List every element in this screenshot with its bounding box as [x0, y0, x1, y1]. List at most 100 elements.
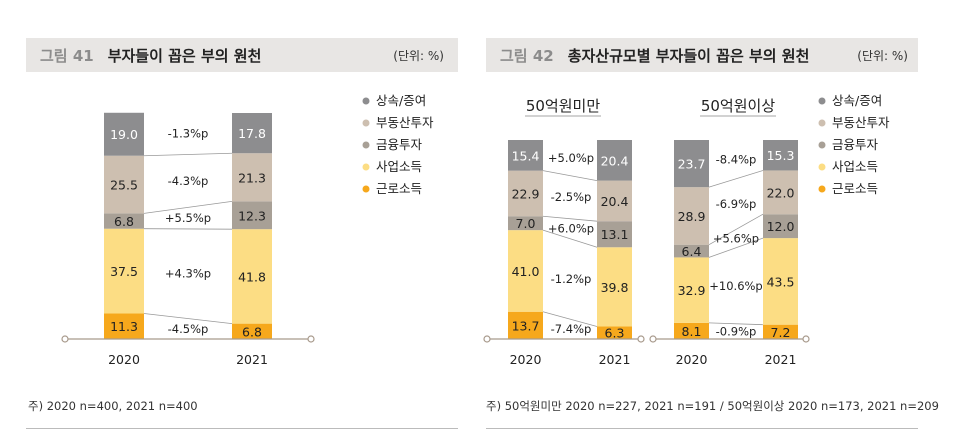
bar-segment [104, 155, 144, 214]
data-label: 20.4 [601, 194, 629, 209]
legend-marker [818, 119, 826, 127]
bar-segment [763, 140, 798, 171]
legend-entry: 부동산투자 [832, 115, 890, 130]
fig41-bottom-rule [26, 428, 458, 429]
change-label: -4.3%p [168, 174, 209, 188]
legend-entry: 금융투자 [376, 137, 423, 152]
bar-segment [232, 229, 272, 324]
fig42-title: 총자산규모별 부자들이 꼽은 부의 원천 [567, 46, 810, 65]
change-label: +5.5%p [165, 211, 211, 225]
connector-line [143, 152, 233, 157]
data-label: 17.8 [238, 126, 266, 141]
bar-segment [232, 153, 272, 202]
change-label: +5.6%p [713, 232, 759, 246]
data-label: 12.0 [767, 219, 795, 234]
change-label: +10.6%p [709, 279, 762, 293]
bar-segment [763, 324, 798, 339]
bar-segment [597, 180, 632, 222]
bar-segment [232, 201, 272, 230]
data-label: 15.4 [512, 148, 540, 163]
category-label: 2020 [676, 352, 708, 367]
bar-segment [104, 213, 144, 229]
legend-marker [818, 185, 826, 193]
change-label: -2.5%p [551, 190, 592, 204]
data-label: 6.8 [242, 324, 262, 339]
data-label: 19.0 [110, 127, 138, 142]
bar-segment [104, 112, 144, 156]
data-label: 25.5 [110, 178, 138, 193]
category-label: 2020 [510, 352, 542, 367]
legend-entry: 금융투자 [832, 137, 879, 152]
legend-marker [362, 185, 370, 193]
fig42-bottom-rule [486, 428, 918, 429]
change-label: +5.0%p [548, 151, 594, 165]
category-label: 2020 [108, 352, 140, 367]
bar-segment [508, 216, 543, 231]
fig42-header: 그림 42 총자산규모별 부자들이 꼽은 부의 원천 (단위: %) [486, 38, 918, 72]
legend-entry: 부동산투자 [376, 115, 434, 130]
bar-segment [763, 214, 798, 239]
change-label: -1.3%p [168, 127, 209, 141]
data-label: 6.8 [114, 214, 134, 229]
fig42-label: 그림 42 [500, 46, 554, 65]
connector-line [542, 215, 598, 222]
axis-end-circle [649, 335, 657, 343]
change-label: -8.4%p [716, 152, 757, 166]
fig41-title: 부자들이 꼽은 부의 원천 [107, 46, 262, 65]
category-label: 2021 [765, 352, 797, 367]
data-label: 41.0 [512, 264, 540, 279]
connector-line [708, 322, 764, 326]
bar-segment [763, 170, 798, 215]
bar-segment [674, 322, 709, 339]
bar-segment [508, 170, 543, 217]
fig41-label: 그림 41 [40, 46, 94, 65]
data-label: 7.0 [516, 216, 536, 231]
fig42-unit: (단위: %) [857, 48, 908, 63]
bar-segment [597, 247, 632, 327]
bar-segment [674, 244, 709, 258]
data-label: 21.3 [238, 170, 266, 185]
connector-line [542, 170, 598, 181]
axis-end-circle [637, 335, 645, 343]
axis-end-circle [483, 335, 491, 343]
data-label: 28.9 [678, 209, 706, 224]
bar-segment [597, 221, 632, 248]
change-label: -0.9%p [716, 324, 757, 338]
data-label: 15.3 [767, 148, 795, 163]
connector-line [708, 237, 764, 258]
change-label: -6.9%p [716, 197, 757, 211]
connector-line [542, 311, 598, 327]
bar-segment [508, 140, 543, 171]
group-title: 50억원이상 [701, 97, 775, 115]
fig41-header: 그림 41 부자들이 꼽은 부의 원천 (단위: %) [26, 38, 458, 72]
data-label: 20.4 [601, 153, 629, 168]
connector-line [542, 229, 598, 248]
data-label: 22.9 [512, 186, 540, 201]
data-label: 7.2 [771, 325, 791, 340]
fig41-note: 주) 2020 n=400, 2021 n=400 [28, 399, 198, 413]
bar-segment [232, 113, 272, 154]
data-label: 11.3 [110, 319, 138, 334]
bar-segment [232, 323, 272, 339]
bar-segment [104, 313, 144, 339]
category-label: 2021 [599, 352, 631, 367]
bar-segment [597, 326, 632, 339]
connector-line [708, 213, 764, 246]
connector-line [708, 170, 764, 188]
change-label: -1.2%p [551, 272, 592, 286]
legend-marker [818, 163, 826, 171]
data-label: 41.8 [238, 269, 266, 284]
connector-line [143, 200, 233, 214]
legend-marker [818, 141, 826, 149]
legend-marker [362, 97, 370, 105]
fig41-unit: (단위: %) [393, 48, 444, 63]
bar-segment [508, 311, 543, 339]
legend-entry: 근로소득 [832, 181, 878, 196]
bar-segment [763, 238, 798, 325]
data-label: 8.1 [682, 324, 702, 339]
data-label: 22.0 [767, 185, 795, 200]
change-label: +6.0%p [548, 222, 594, 236]
bar-segment [674, 257, 709, 323]
legend-marker [818, 97, 826, 105]
